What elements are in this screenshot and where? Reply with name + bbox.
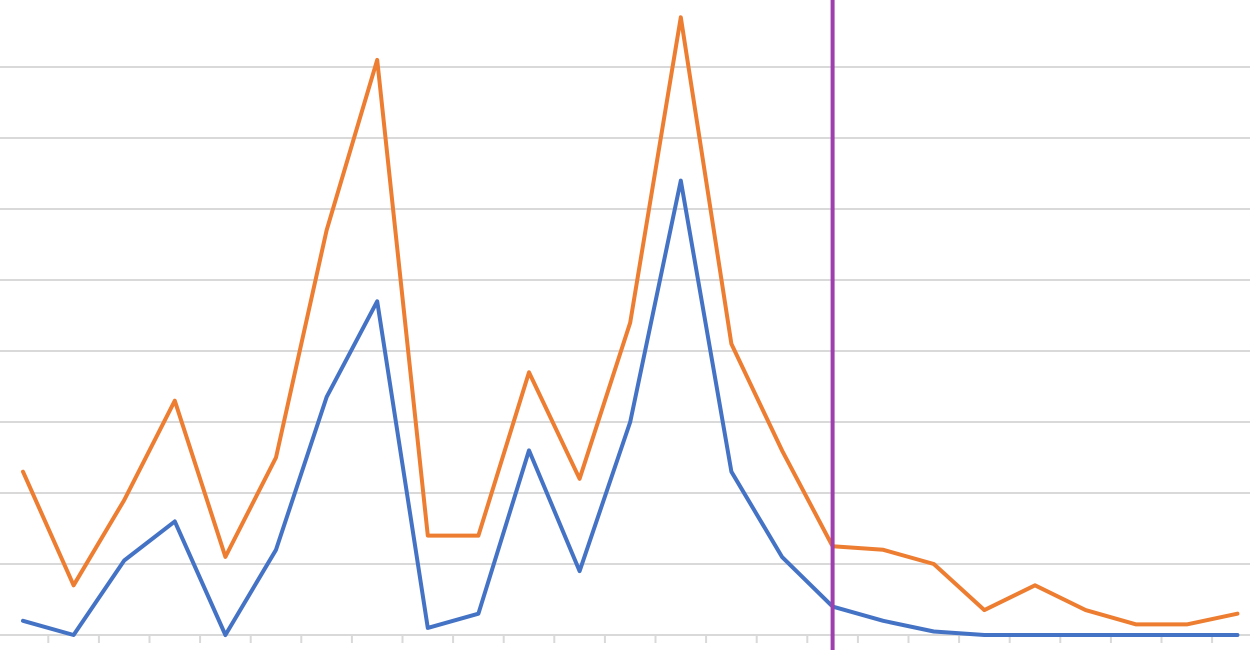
x-axis-ticks [47,635,1214,643]
series-line-1 [21,178,1240,637]
gridlines [0,66,1250,636]
series-line-0 [21,15,1240,627]
series-group [21,15,1240,637]
